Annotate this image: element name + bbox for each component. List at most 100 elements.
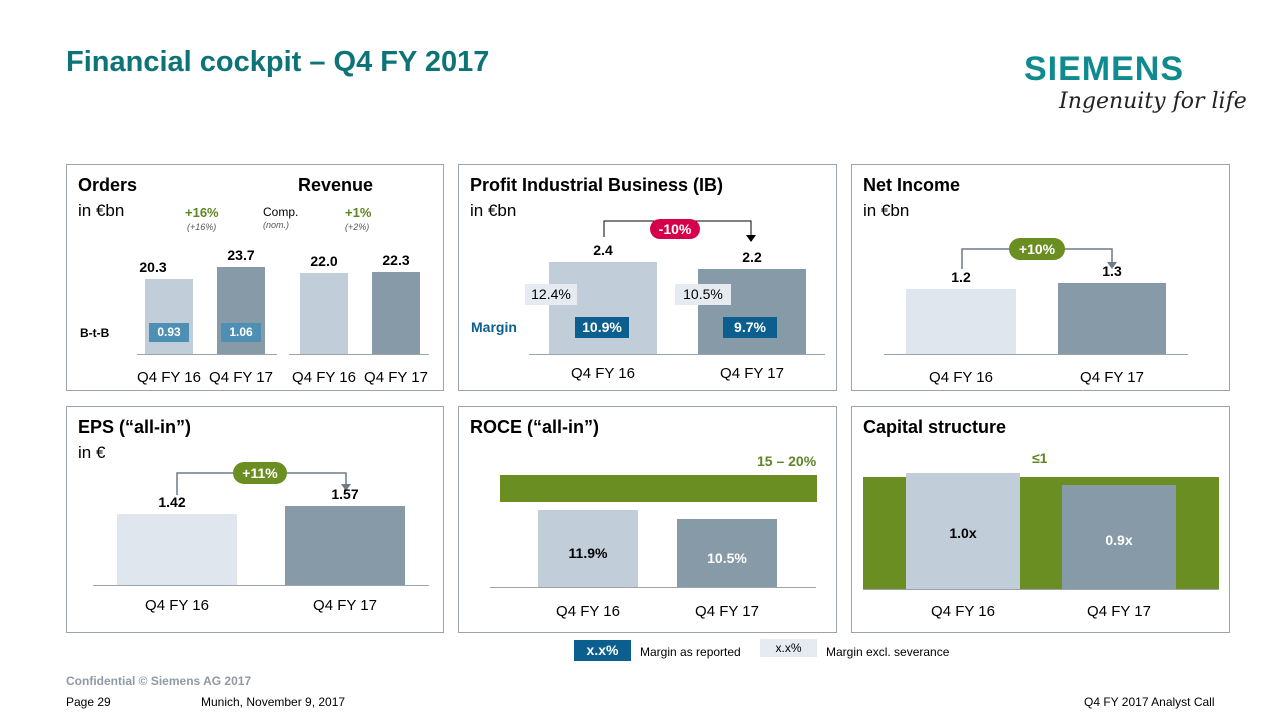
page-number: Page 29 bbox=[66, 695, 111, 709]
eps-tick-label: Q4 FY 17 bbox=[313, 597, 377, 614]
eps-chart: 1.42 Q4 FY 16 1.57 Q4 FY 17 bbox=[67, 407, 445, 634]
legend-reported-text: Margin as reported bbox=[640, 645, 741, 659]
net-income-value-label: 1.3 bbox=[1102, 263, 1122, 279]
eps-value-label: 1.57 bbox=[331, 486, 359, 502]
roce-target-band bbox=[500, 475, 817, 502]
orders-chart: 20.3 Q4 FY 16 23.7 Q4 FY 17 bbox=[67, 165, 287, 392]
eps-title: EPS (“all-in”) bbox=[78, 417, 192, 437]
net-income-bar bbox=[1058, 283, 1166, 354]
capital-title: Capital structure bbox=[863, 417, 1007, 437]
roce-target-label: 15 – 20% bbox=[757, 453, 817, 469]
roce-value-label: 11.9% bbox=[568, 545, 608, 561]
revenue-growth: +1% bbox=[345, 205, 372, 220]
event-name: Q4 FY 2017 Analyst Call bbox=[1084, 695, 1215, 709]
profit-ib-baseline bbox=[529, 354, 825, 355]
capital-tick-label: Q4 FY 17 bbox=[1087, 603, 1151, 620]
page-title: Financial cockpit – Q4 FY 2017 bbox=[66, 46, 490, 78]
profit-ib-change: -10% bbox=[650, 219, 700, 239]
siemens-logo: SIEMENS bbox=[1024, 50, 1185, 88]
roce-bar bbox=[677, 519, 777, 587]
profit-ib-excl-q4fy17: 10.5% bbox=[675, 284, 731, 305]
capital-value-label: 0.9x bbox=[1105, 532, 1133, 548]
orders-growth: +16% bbox=[185, 205, 219, 220]
place-date: Munich, November 9, 2017 bbox=[201, 695, 346, 709]
margin-label: Margin bbox=[471, 319, 517, 335]
orders-title: Orders bbox=[78, 175, 138, 195]
orders-unit: in €bn bbox=[78, 201, 125, 220]
orders-tick-label: Q4 FY 16 bbox=[137, 369, 201, 386]
profit-ib-bar bbox=[549, 262, 657, 354]
profit-ib-bar bbox=[698, 269, 806, 354]
roce-title: ROCE (“all-in”) bbox=[470, 417, 599, 437]
eps-bar bbox=[117, 514, 237, 585]
legend-reported-sample: x.x% bbox=[574, 640, 631, 661]
btb-value-q4fy16: 0.93 bbox=[149, 323, 189, 342]
roce-value-label: 10.5% bbox=[707, 550, 747, 566]
net-income-unit: in €bn bbox=[863, 201, 910, 220]
comp-label: Comp. bbox=[263, 205, 299, 219]
capital-structure-panel: Capital structure ≤1 1.0x Q4 FY 16 0.9x Q4 … bbox=[851, 406, 1230, 633]
legend-excl-text: Margin excl. severance bbox=[826, 645, 950, 659]
roce-bar bbox=[538, 510, 638, 587]
net-income-chart: 1.2 Q4 FY 16 1.3 Q4 FY 17 bbox=[852, 165, 1231, 392]
capital-value-label: 1.0x bbox=[949, 525, 977, 541]
profit-ib-panel: Profit Industrial Business (IB) in €bn -… bbox=[458, 164, 837, 391]
revenue-tick-label: Q4 FY 17 bbox=[364, 369, 428, 386]
net-income-tick-label: Q4 FY 16 bbox=[929, 369, 993, 386]
revenue-bar bbox=[300, 273, 348, 354]
profit-ib-excl-q4fy16: 12.4% bbox=[525, 284, 577, 305]
confidential-note: Confidential © Siemens AG 2017 bbox=[66, 674, 252, 688]
orders-value-label: 23.7 bbox=[227, 247, 255, 263]
capital-tick-label: Q4 FY 16 bbox=[931, 603, 995, 620]
roce-tick-label: Q4 FY 17 bbox=[695, 603, 759, 620]
revenue-baseline bbox=[289, 354, 429, 355]
capital-target-label: ≤1 bbox=[1032, 450, 1048, 466]
orders-revenue-panel: Orders Revenue in €bn +16% (+16%) Comp. … bbox=[66, 164, 444, 391]
net-income-panel: Net Income in €bn +10% 1.2 Q4 FY 16 1.3 Q4 … bbox=[851, 164, 1230, 391]
revenue-chart: 22.0 Q4 FY 16 22.3 Q4 FY 17 bbox=[67, 165, 445, 392]
btb-label: B-t-B bbox=[80, 326, 110, 340]
net-income-value-label: 1.2 bbox=[951, 269, 971, 285]
capital-baseline bbox=[863, 589, 1219, 590]
eps-baseline bbox=[93, 585, 429, 586]
eps-change: +11% bbox=[233, 462, 287, 484]
profit-ib-chart: 2.4 Q4 FY 16 2.2 Q4 FY 17 bbox=[459, 165, 838, 392]
capital-bar bbox=[906, 473, 1020, 589]
profit-ib-value-label: 2.4 bbox=[593, 242, 613, 258]
btb-value-q4fy17: 1.06 bbox=[221, 323, 261, 342]
profit-ib-title: Profit Industrial Business (IB) bbox=[470, 175, 724, 195]
profit-ib-rep-q4fy16: 10.9% bbox=[575, 317, 629, 338]
orders-tick-label: Q4 FY 17 bbox=[209, 369, 273, 386]
nom-label: (nom.) bbox=[263, 220, 290, 230]
net-income-bar bbox=[906, 289, 1016, 354]
eps-tick-label: Q4 FY 16 bbox=[145, 597, 209, 614]
legend-excl-sample: x.x% bbox=[760, 639, 817, 657]
profit-ib-unit: in €bn bbox=[470, 201, 517, 220]
revenue-growth-sub: (+2%) bbox=[345, 222, 370, 232]
eps-panel: EPS (“all-in”) in € +11% 1.42 Q4 FY 16 1.5… bbox=[66, 406, 444, 633]
revenue-tick-label: Q4 FY 16 bbox=[292, 369, 356, 386]
orders-value-label: 20.3 bbox=[139, 259, 167, 275]
orders-baseline bbox=[137, 354, 277, 355]
eps-bar bbox=[285, 506, 405, 585]
logo-slogan: Ingenuity for life bbox=[1059, 89, 1247, 114]
net-income-tick-label: Q4 FY 17 bbox=[1080, 369, 1144, 386]
revenue-value-label: 22.0 bbox=[310, 253, 338, 269]
profit-ib-tick-label: Q4 FY 17 bbox=[720, 365, 784, 382]
eps-unit: in € bbox=[78, 443, 106, 462]
roce-panel: ROCE (“all-in”) 15 – 20% 11.9% Q4 FY 16 10… bbox=[458, 406, 837, 633]
profit-ib-value-label: 2.2 bbox=[742, 249, 762, 265]
revenue-value-label: 22.3 bbox=[382, 252, 410, 268]
capital-chart: 1.0x Q4 FY 16 0.9x Q4 FY 17 bbox=[852, 407, 1231, 634]
eps-value-label: 1.42 bbox=[158, 494, 186, 510]
roce-chart: 11.9% Q4 FY 16 10.5% Q4 FY 17 bbox=[459, 407, 838, 634]
revenue-bar bbox=[372, 272, 420, 354]
revenue-title: Revenue bbox=[298, 175, 374, 195]
net-income-baseline bbox=[884, 354, 1188, 355]
net-income-title: Net Income bbox=[863, 175, 961, 195]
net-income-change: +10% bbox=[1009, 238, 1065, 260]
profit-ib-tick-label: Q4 FY 16 bbox=[571, 365, 635, 382]
roce-tick-label: Q4 FY 16 bbox=[556, 603, 620, 620]
capital-bar bbox=[1062, 485, 1176, 589]
orders-growth-sub: (+16%) bbox=[187, 222, 217, 232]
